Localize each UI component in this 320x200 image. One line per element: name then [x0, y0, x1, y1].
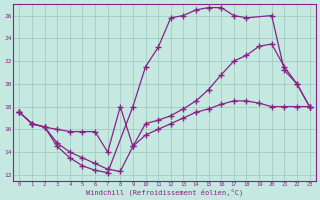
X-axis label: Windchill (Refroidissement éolien,°C): Windchill (Refroidissement éolien,°C) [86, 188, 243, 196]
